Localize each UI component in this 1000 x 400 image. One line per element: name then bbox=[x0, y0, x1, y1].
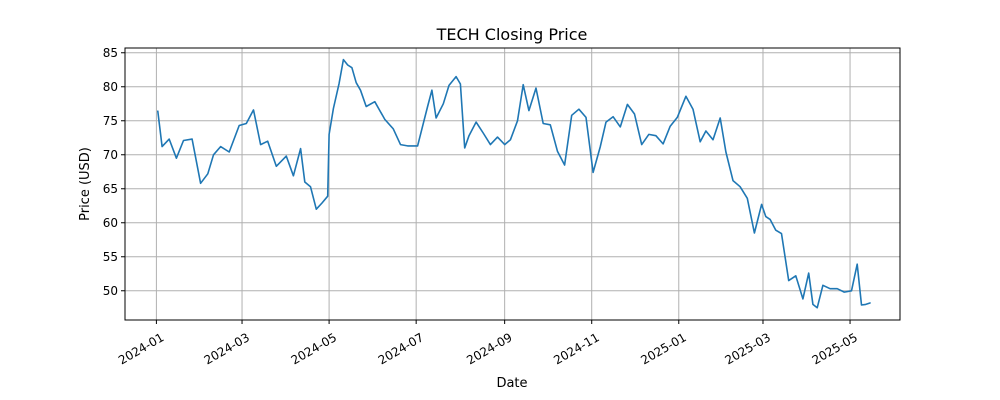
x-tick-label: 2024-01 bbox=[116, 330, 166, 367]
y-tick-label: 55 bbox=[103, 250, 118, 264]
y-tick-label: 60 bbox=[103, 216, 118, 230]
y-tick-label: 70 bbox=[103, 148, 118, 162]
x-tick-label: 2024-05 bbox=[289, 330, 339, 367]
y-tick-label: 80 bbox=[103, 80, 118, 94]
x-tick-label: 2025-01 bbox=[638, 330, 688, 367]
y-axis-label: Price (USD) bbox=[78, 147, 93, 221]
y-tick-label: 50 bbox=[103, 284, 118, 298]
grid bbox=[125, 48, 900, 320]
y-tick-label: 85 bbox=[103, 46, 118, 60]
x-tick-label: 2025-03 bbox=[723, 330, 773, 367]
series-layer bbox=[157, 58, 871, 309]
chart-title: TECH Closing Price bbox=[436, 25, 588, 44]
x-tick-label: 2024-03 bbox=[202, 330, 252, 367]
plot-frame bbox=[124, 47, 901, 321]
y-tick-label: 75 bbox=[103, 114, 118, 128]
x-tick-label: 2025-05 bbox=[810, 330, 860, 367]
x-tick-label: 2024-11 bbox=[551, 330, 601, 367]
y-axis-ticks: 50 55 60 65 70 75 80 85 bbox=[103, 46, 125, 298]
x-axis-ticks: 2024-01 2024-03 2024-05 2024-07 2024-09 2024-… bbox=[116, 320, 860, 367]
y-tick-label: 65 bbox=[103, 182, 118, 196]
x-axis-label: Date bbox=[496, 376, 527, 391]
x-tick-label: 2024-07 bbox=[376, 330, 426, 367]
price-series-line bbox=[157, 58, 871, 309]
x-tick-label: 2024-09 bbox=[464, 330, 514, 367]
